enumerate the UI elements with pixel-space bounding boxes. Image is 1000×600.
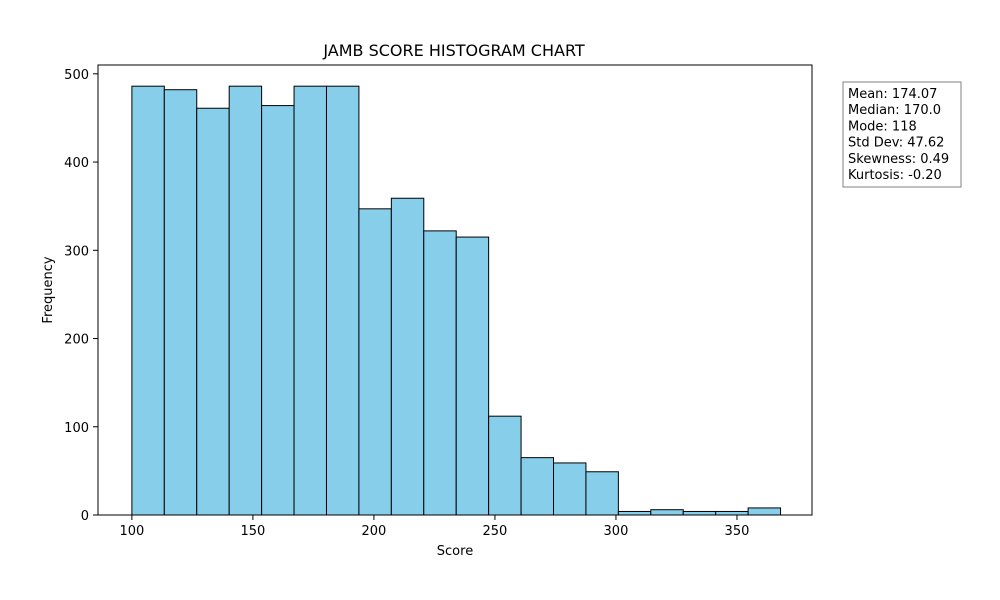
stats-line: Mode: 118 [848, 119, 917, 134]
y-tick-label: 500 [64, 68, 89, 83]
histogram-bar [325, 85, 360, 516]
histogram-bar [682, 510, 717, 516]
histogram-bar [715, 510, 749, 516]
histogram-bar [553, 462, 587, 516]
x-axis: 100 150 200 250 300 350 [119, 515, 749, 539]
histogram-bar [131, 85, 165, 516]
x-tick-label: 200 [362, 524, 387, 539]
y-tick-label: 400 [64, 156, 89, 171]
histogram-bar [455, 236, 490, 516]
stats-line: Skewness: 0.49 [848, 152, 949, 167]
stats-line: Std Dev: 47.62 [848, 136, 944, 151]
y-tick-label: 200 [64, 333, 89, 348]
histogram-bar [163, 89, 198, 516]
histogram-bar [488, 415, 522, 516]
stats-line: Kurtosis: -0.20 [848, 168, 942, 183]
x-tick-label: 100 [119, 524, 144, 539]
x-tick-label: 300 [604, 524, 629, 539]
histogram-bar [261, 105, 295, 516]
y-tick-label: 0 [81, 509, 89, 524]
y-tick-label: 300 [64, 244, 89, 259]
histogram-bar [196, 107, 230, 516]
histogram-bar [747, 507, 782, 516]
stats-line: Median: 170.0 [848, 103, 941, 118]
histogram-bar [390, 197, 425, 516]
histogram-bar [520, 457, 555, 516]
bars-layer [131, 85, 782, 516]
x-axis-label: Score [437, 544, 473, 559]
x-tick-label: 250 [483, 524, 508, 539]
histogram-bar [358, 208, 392, 516]
y-axis: 0 100 200 300 400 500 [64, 68, 98, 524]
histogram-bar [228, 85, 263, 516]
histogram-bar [423, 230, 457, 516]
histogram-bar [650, 509, 684, 516]
histogram-bar [617, 510, 652, 516]
histogram-bar [293, 85, 327, 516]
x-tick-label: 150 [240, 524, 265, 539]
stats-frame [842, 81, 962, 188]
y-tick-label: 100 [64, 421, 89, 436]
chart-title: JAMB SCORE HISTOGRAM CHART [322, 41, 585, 60]
y-axis-label: Frequency [41, 256, 56, 323]
histogram-bar [585, 471, 619, 516]
stats-line: Mean: 174.07 [848, 87, 937, 102]
x-tick-label: 350 [725, 524, 750, 539]
plot-frame [97, 64, 813, 516]
